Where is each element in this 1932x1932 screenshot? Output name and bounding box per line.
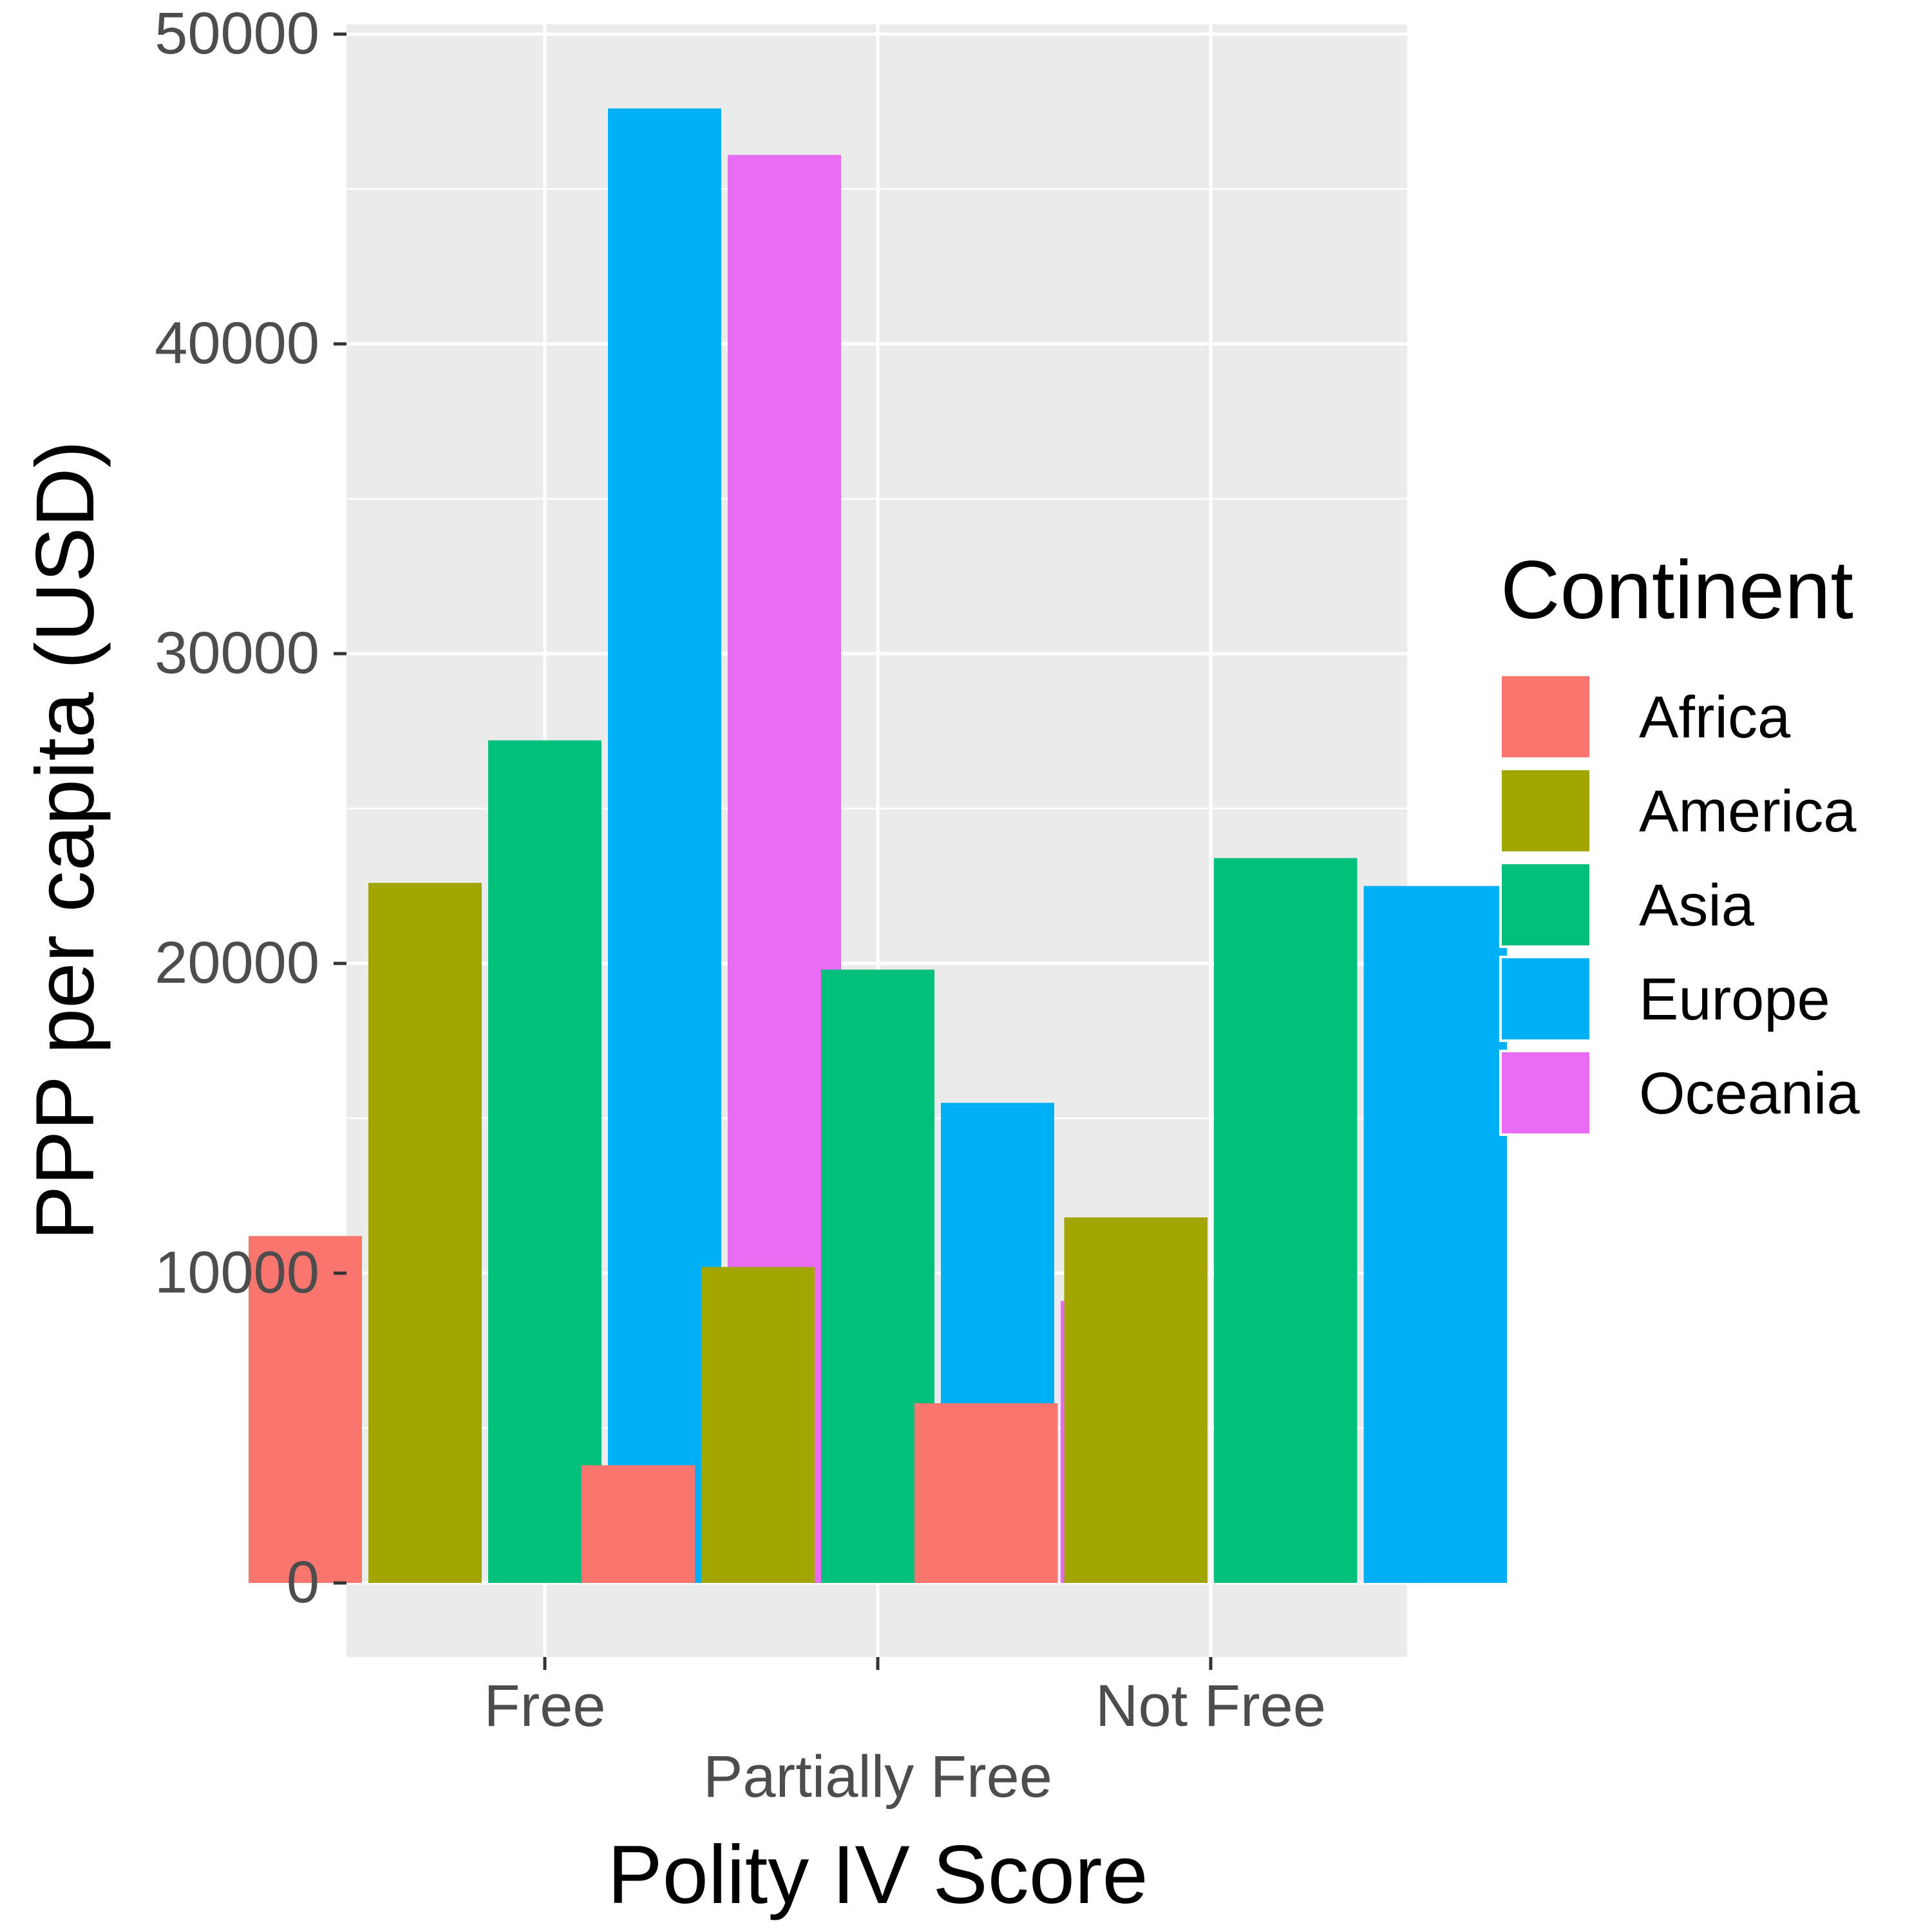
y-tick-label: 40000 (155, 310, 319, 376)
bar-africa-free (249, 1236, 362, 1583)
y-tick-label: 30000 (155, 620, 319, 686)
legend-label-asia: Asia (1639, 873, 1755, 938)
y-tick-label: 50000 (155, 1, 319, 66)
bar-america-not-free (1064, 1217, 1208, 1583)
bar-asia-free (488, 740, 601, 1583)
legend: Continent Africa America Asia Europe Oceania (1499, 544, 1860, 1136)
legend-label-oceania: Oceania (1639, 1061, 1860, 1126)
legend-title: Continent (1501, 544, 1853, 636)
x-axis-title: Polity IV Score (607, 1829, 1148, 1921)
bars (249, 108, 1507, 1584)
x-tick-label: Free (484, 1673, 605, 1739)
legend-label-america: America (1639, 779, 1857, 844)
bar-america-free (368, 882, 482, 1583)
y-axis-title: PPP per capita (USD) (19, 440, 111, 1241)
legend-label-europe: Europe (1639, 967, 1830, 1032)
bar-africa-not-free (914, 1403, 1058, 1583)
bar-europe-not-free (1363, 886, 1507, 1583)
y-tick-label: 10000 (155, 1240, 319, 1305)
x-tick-label: Not Free (1095, 1673, 1326, 1739)
legend-key-america (1499, 768, 1592, 854)
legend-key-oceania (1499, 1050, 1592, 1136)
legend-key-europe (1499, 956, 1592, 1042)
axes: 0 10000 20000 30000 40000 50000 Free Partially … (155, 1, 1326, 1810)
y-tick-label: 20000 (155, 930, 319, 996)
x-tick-label: Partially Free (703, 1744, 1052, 1810)
legend-label-africa: Africa (1639, 685, 1791, 750)
bar-america-partially-free (701, 1267, 815, 1583)
legend-key-asia (1499, 862, 1592, 948)
y-tick-label: 0 (287, 1549, 319, 1615)
bar-asia-not-free (1214, 858, 1358, 1583)
bar-africa-partially-free (582, 1465, 695, 1583)
legend-key-africa (1499, 674, 1592, 760)
